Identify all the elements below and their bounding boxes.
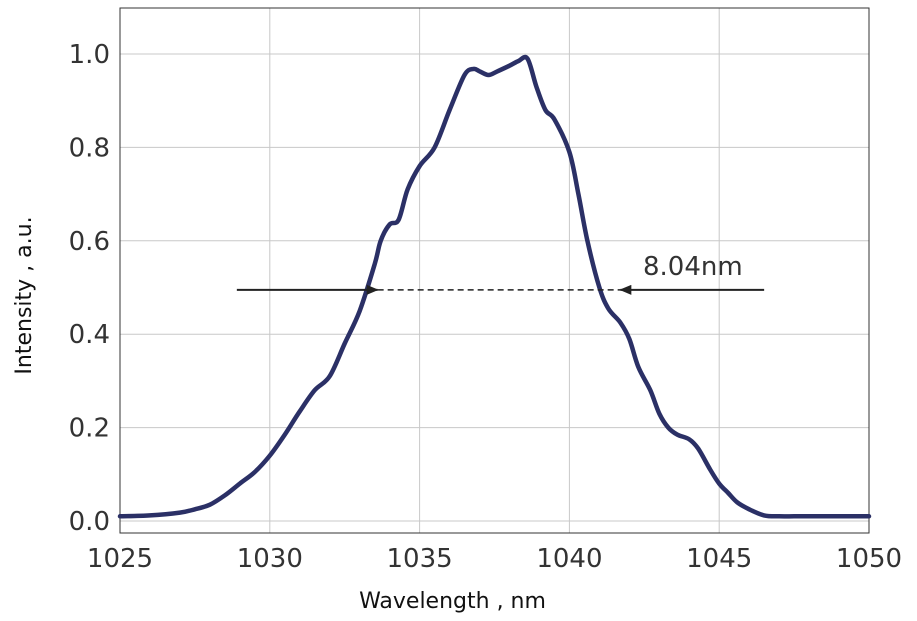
x-tick-label: 1045 <box>686 544 752 574</box>
fwhm-label: 8.04nm <box>643 252 743 282</box>
x-tick-label: 1040 <box>536 544 602 574</box>
y-tick-label: 0.4 <box>69 320 110 350</box>
y-tick-label: 0.0 <box>69 507 110 537</box>
plot-frame <box>119 7 870 534</box>
axis-ticks: 1025 1030 1035 1040 1045 1050 0.0 0.2 0.4 0.6 0.8 1… <box>69 40 902 574</box>
y-tick-label: 0.6 <box>69 227 110 257</box>
y-tick-label: 0.8 <box>69 133 110 163</box>
series-line <box>117 54 872 519</box>
x-tick-label: 1030 <box>237 544 303 574</box>
x-tick-label: 1050 <box>836 544 902 574</box>
y-axis-label: Intensity , a.u. <box>12 216 37 374</box>
x-tick-label: 1025 <box>87 544 153 574</box>
fwhm-annotation: 8.04nm <box>236 252 765 295</box>
x-tick-label: 1035 <box>387 544 453 574</box>
y-tick-label: 1.0 <box>69 40 110 70</box>
grid <box>120 8 869 533</box>
x-axis-label: Wavelength , nm <box>359 589 546 614</box>
y-tick-label: 0.2 <box>69 414 110 444</box>
